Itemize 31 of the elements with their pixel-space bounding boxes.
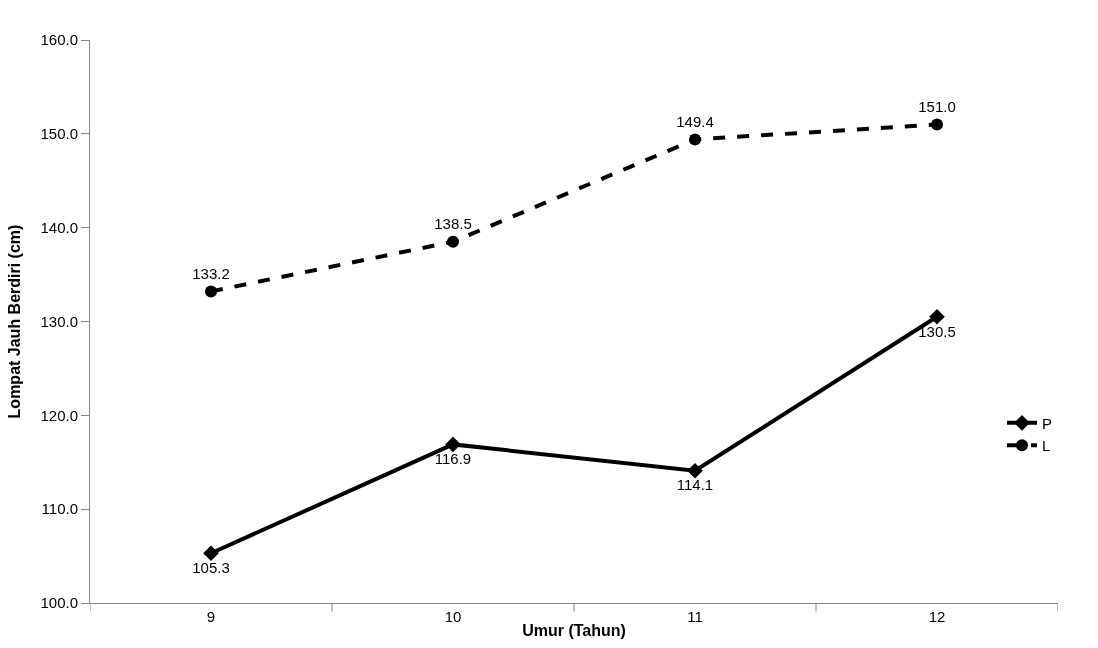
point bbox=[203, 545, 219, 562]
point bbox=[447, 235, 459, 248]
point bbox=[931, 118, 943, 131]
point bbox=[929, 309, 945, 325]
y-tick-label: 100.0 bbox=[40, 594, 78, 612]
data-label: 149.4 bbox=[676, 113, 714, 131]
y-tick-label: 120.0 bbox=[40, 406, 78, 424]
y-tick-label: 140.0 bbox=[40, 218, 78, 236]
data-label: 105.3 bbox=[192, 559, 230, 577]
point bbox=[445, 436, 461, 453]
data-label: 138.5 bbox=[434, 215, 472, 233]
y-axis-title: Lompat Jauh Berdiri (cm) bbox=[6, 224, 24, 419]
point bbox=[687, 462, 703, 479]
legend-label: L bbox=[1042, 437, 1051, 455]
y-tick-label: 150.0 bbox=[40, 125, 78, 143]
y-tick-label: 130.0 bbox=[40, 312, 78, 330]
point bbox=[689, 133, 701, 146]
data-label: 116.9 bbox=[434, 450, 472, 468]
x-axis-title: Umur (Tahun) bbox=[522, 621, 626, 639]
data-label: 151.0 bbox=[918, 98, 956, 116]
y-tick-label: 160.0 bbox=[40, 31, 78, 49]
data-label: 133.2 bbox=[192, 265, 230, 283]
x-tick-label: 12 bbox=[928, 608, 946, 625]
x-tick-label: 11 bbox=[687, 608, 703, 625]
x-tick-label: 9 bbox=[206, 608, 216, 625]
x-tick-label: 10 bbox=[444, 608, 462, 625]
legend-label: P bbox=[1042, 414, 1053, 432]
y-tick-label: 110.0 bbox=[41, 500, 78, 518]
point bbox=[205, 285, 217, 298]
data-label: 130.5 bbox=[918, 322, 956, 340]
data-label: 114.1 bbox=[676, 476, 714, 494]
